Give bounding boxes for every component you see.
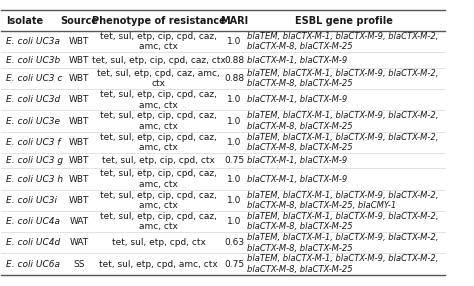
Text: 1.0: 1.0 — [227, 37, 241, 46]
Text: blaTEM, blaCTX-M-1, blaCTX-M-9, blaCTX-M-2,
blaCTX-M-8, blaCTX-M-25: blaTEM, blaCTX-M-1, blaCTX-M-9, blaCTX-M… — [247, 133, 439, 152]
Text: tet, sul, etp, cip, cpd, caz,
amc, ctx: tet, sul, etp, cip, cpd, caz, amc, ctx — [100, 32, 217, 51]
Text: MARI: MARI — [220, 15, 248, 25]
Text: 1.0: 1.0 — [227, 138, 241, 147]
Text: E. coli UC3i: E. coli UC3i — [6, 196, 57, 205]
Text: 1.0: 1.0 — [227, 217, 241, 226]
Text: WAT: WAT — [69, 217, 89, 226]
Text: 0.63: 0.63 — [224, 238, 244, 247]
Text: E. coli UC3a: E. coli UC3a — [6, 37, 60, 46]
Text: E. coli UC3 f: E. coli UC3 f — [6, 138, 60, 147]
Text: 1.0: 1.0 — [227, 95, 241, 104]
Text: 1.0: 1.0 — [227, 117, 241, 126]
Text: WBT: WBT — [69, 175, 89, 184]
Text: Isolate: Isolate — [6, 15, 43, 25]
Text: blaTEM, blaCTX-M-1, blaCTX-M-9, blaCTX-M-2,
blaCTX-M-8, blaCTX-M-25: blaTEM, blaCTX-M-1, blaCTX-M-9, blaCTX-M… — [247, 69, 439, 88]
Text: tet, sul, etp, cip, cpd, caz,
amc, ctx: tet, sul, etp, cip, cpd, caz, amc, ctx — [100, 169, 217, 189]
Text: tet, sul, etp, cip, cpd, caz,
amc, ctx: tet, sul, etp, cip, cpd, caz, amc, ctx — [100, 212, 217, 231]
Text: blaTEM, blaCTX-M-1, blaCTX-M-9, blaCTX-M-2,
blaCTX-M-8, blaCTX-M-25: blaTEM, blaCTX-M-1, blaCTX-M-9, blaCTX-M… — [247, 32, 439, 51]
Text: blaCTX-M-1, blaCTX-M-9: blaCTX-M-1, blaCTX-M-9 — [247, 56, 348, 65]
Text: WBT: WBT — [69, 74, 89, 83]
Text: 0.88: 0.88 — [224, 74, 244, 83]
Text: 1.0: 1.0 — [227, 175, 241, 184]
Text: blaCTX-M-1, blaCTX-M-9: blaCTX-M-1, blaCTX-M-9 — [247, 175, 348, 184]
Text: 0.75: 0.75 — [224, 260, 244, 269]
Text: blaCTX-M-1, blaCTX-M-9: blaCTX-M-1, blaCTX-M-9 — [247, 95, 348, 104]
Text: E. coli UC3d: E. coli UC3d — [6, 95, 60, 104]
Text: WAT: WAT — [69, 238, 89, 247]
Text: tet, sul, etp, cip, cpd, ctx: tet, sul, etp, cip, cpd, ctx — [102, 156, 215, 165]
Text: WBT: WBT — [69, 138, 89, 147]
Text: tet, sul, etp, cpd, ctx: tet, sul, etp, cpd, ctx — [112, 238, 206, 247]
Text: WBT: WBT — [69, 95, 89, 104]
Text: 0.75: 0.75 — [224, 156, 244, 165]
Text: WBT: WBT — [69, 117, 89, 126]
Text: ESBL gene profile: ESBL gene profile — [295, 15, 393, 25]
Text: blaTEM, blaCTX-M-1, blaCTX-M-9, blaCTX-M-2,
blaCTX-M-8, blaCTX-M-25: blaTEM, blaCTX-M-1, blaCTX-M-9, blaCTX-M… — [247, 111, 439, 131]
Text: tet, sul, etp, cip, cpd, caz,
amc, ctx: tet, sul, etp, cip, cpd, caz, amc, ctx — [100, 133, 217, 152]
Text: E. coli UC4a: E. coli UC4a — [6, 217, 60, 226]
Text: blaTEM, blaCTX-M-1, blaCTX-M-9, blaCTX-M-2,
blaCTX-M-8, blaCTX-M-25: blaTEM, blaCTX-M-1, blaCTX-M-9, blaCTX-M… — [247, 212, 439, 231]
Text: E. coli UC3 h: E. coli UC3 h — [6, 175, 63, 184]
Text: tet, sul, etp, cpd, amc, ctx: tet, sul, etp, cpd, amc, ctx — [100, 260, 218, 269]
Text: Phenotype of resistance: Phenotype of resistance — [92, 15, 226, 25]
Text: E. coli UC3 c: E. coli UC3 c — [6, 74, 62, 83]
Text: 0.88: 0.88 — [224, 56, 244, 65]
Text: WBT: WBT — [69, 156, 89, 165]
Text: E. coli UC3e: E. coli UC3e — [6, 117, 60, 126]
Text: E. coli UC4d: E. coli UC4d — [6, 238, 60, 247]
Text: tet, sul, etp, cip, cpd, caz,
amc, ctx: tet, sul, etp, cip, cpd, caz, amc, ctx — [100, 90, 217, 110]
Text: blaCTX-M-1, blaCTX-M-9: blaCTX-M-1, blaCTX-M-9 — [247, 156, 348, 165]
Text: blaTEM, blaCTX-M-1, blaCTX-M-9, blaCTX-M-2,
blaCTX-M-8, blaCTX-M-25: blaTEM, blaCTX-M-1, blaCTX-M-9, blaCTX-M… — [247, 254, 439, 274]
Text: tet, sul, etp, cip, cpd, caz, ctx: tet, sul, etp, cip, cpd, caz, ctx — [92, 56, 226, 65]
Text: tet, sul, etp, cip, cpd, caz,
amc, ctx: tet, sul, etp, cip, cpd, caz, amc, ctx — [100, 111, 217, 131]
Text: WBT: WBT — [69, 37, 89, 46]
Text: SS: SS — [73, 260, 85, 269]
Text: E. coli UC3b: E. coli UC3b — [6, 56, 60, 65]
Text: Source: Source — [60, 15, 98, 25]
Text: E. coli UC3 g: E. coli UC3 g — [6, 156, 63, 165]
Text: 1.0: 1.0 — [227, 196, 241, 205]
Text: blaTEM, blaCTX-M-1, blaCTX-M-9, blaCTX-M-2,
blaCTX-M-8, blaCTX-M-25: blaTEM, blaCTX-M-1, blaCTX-M-9, blaCTX-M… — [247, 233, 439, 253]
Text: WBT: WBT — [69, 196, 89, 205]
Text: blaTEM, blaCTX-M-1, blaCTX-M-9, blaCTX-M-2,
blaCTX-M-8, blaCTX-M-25, blaCMY-1: blaTEM, blaCTX-M-1, blaCTX-M-9, blaCTX-M… — [247, 191, 439, 210]
Text: WBT: WBT — [69, 56, 89, 65]
Text: E. coli UC6a: E. coli UC6a — [6, 260, 60, 269]
Text: tet, sul, etp, cpd, caz, amc,
ctx: tet, sul, etp, cpd, caz, amc, ctx — [97, 69, 220, 88]
Text: tet, sul, etp, cip, cpd, caz,
amc, ctx: tet, sul, etp, cip, cpd, caz, amc, ctx — [100, 191, 217, 210]
